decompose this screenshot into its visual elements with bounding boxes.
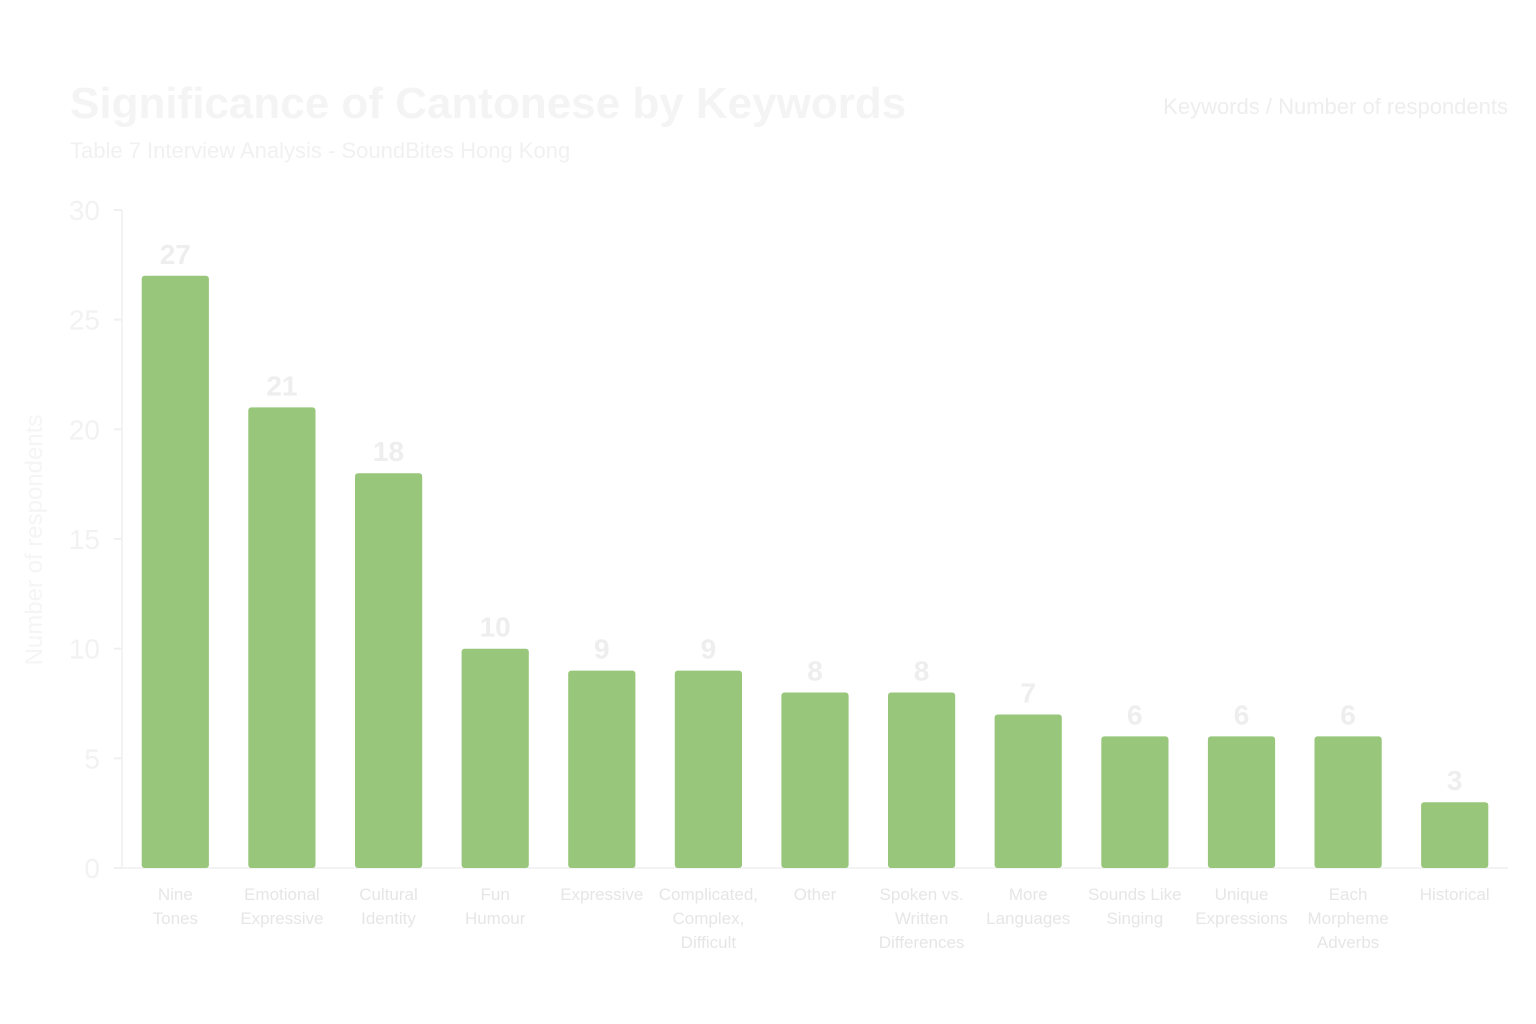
bars xyxy=(141,275,1489,868)
category-label: Emotional xyxy=(244,885,320,904)
y-tick-label: 10 xyxy=(69,634,100,665)
y-tick-label: 20 xyxy=(69,414,100,445)
category-label: Spoken vs. xyxy=(880,885,964,904)
bar xyxy=(781,692,849,868)
category-label: Sounds Like xyxy=(1088,885,1182,904)
category-label: Morpheme xyxy=(1307,909,1388,928)
category-label: Each xyxy=(1329,885,1368,904)
bar-value-label: 9 xyxy=(594,634,610,665)
category-label: Identity xyxy=(361,909,416,928)
bar-value-label: 8 xyxy=(807,656,823,687)
bar-value-label: 7 xyxy=(1020,678,1036,709)
bar xyxy=(355,473,423,868)
category-label: Cultural xyxy=(359,885,418,904)
bar xyxy=(461,648,529,868)
category-label: Humour xyxy=(465,909,526,928)
category-label: Tones xyxy=(153,909,198,928)
bar xyxy=(888,692,956,868)
y-tick-label: 5 xyxy=(84,743,100,774)
category-label: Complex, xyxy=(672,909,744,928)
category-label: Other xyxy=(794,885,837,904)
category-label: Expressions xyxy=(1195,909,1288,928)
bar xyxy=(248,407,316,868)
category-label: Singing xyxy=(1106,909,1163,928)
bar-value-label: 3 xyxy=(1447,765,1463,796)
axes: 0 5 10 15 20 25 30 xyxy=(69,195,1508,884)
bar-value-label: 8 xyxy=(914,656,930,687)
category-label: Expressive xyxy=(560,885,643,904)
category-label: Difficult xyxy=(681,933,737,952)
y-tick-label: 15 xyxy=(69,524,100,555)
bar xyxy=(1101,736,1169,868)
bar xyxy=(568,670,636,868)
category-label: Unique xyxy=(1215,885,1269,904)
bar xyxy=(141,275,209,868)
category-label: Differences xyxy=(879,933,965,952)
bar xyxy=(1421,802,1489,868)
bar-value-label: 6 xyxy=(1340,699,1356,730)
category-label: Adverbs xyxy=(1317,933,1379,952)
category-labels: Nine Tones Emotional Expressive Cultural Iden… xyxy=(153,885,1490,952)
legend-note: Keywords / Number of respondents xyxy=(1163,94,1508,119)
bar xyxy=(1207,736,1276,868)
bar-value-label: 6 xyxy=(1234,699,1250,730)
category-label: Nine xyxy=(158,885,193,904)
bar xyxy=(674,670,742,868)
y-tick-label: 30 xyxy=(69,195,100,226)
category-label: More xyxy=(1009,885,1048,904)
bar xyxy=(1314,736,1382,868)
category-label: Languages xyxy=(986,909,1070,928)
category-label: Fun xyxy=(481,885,510,904)
bar-value-label: 27 xyxy=(160,239,191,270)
bar xyxy=(994,714,1062,868)
y-tick-label: 25 xyxy=(69,305,100,336)
bar-value-label: 6 xyxy=(1127,699,1143,730)
y-tick-label: 0 xyxy=(84,853,100,884)
category-label: Complicated, xyxy=(659,885,758,904)
category-label: Historical xyxy=(1420,885,1490,904)
y-axis-label: Number of respondents xyxy=(21,415,48,666)
bar-value-label: 21 xyxy=(266,370,297,401)
value-labels: 27 21 18 10 9 9 8 8 7 6 6 6 3 xyxy=(160,239,1463,796)
chart-subtitle: Table 7 Interview Analysis - SoundBites … xyxy=(70,138,570,163)
bar-value-label: 10 xyxy=(480,612,511,643)
category-label: Written xyxy=(895,909,949,928)
category-label: Expressive xyxy=(240,909,323,928)
bar-value-label: 18 xyxy=(373,436,404,467)
chart-title: Significance of Cantonese by Keywords xyxy=(70,79,906,128)
bar-value-label: 9 xyxy=(701,634,717,665)
